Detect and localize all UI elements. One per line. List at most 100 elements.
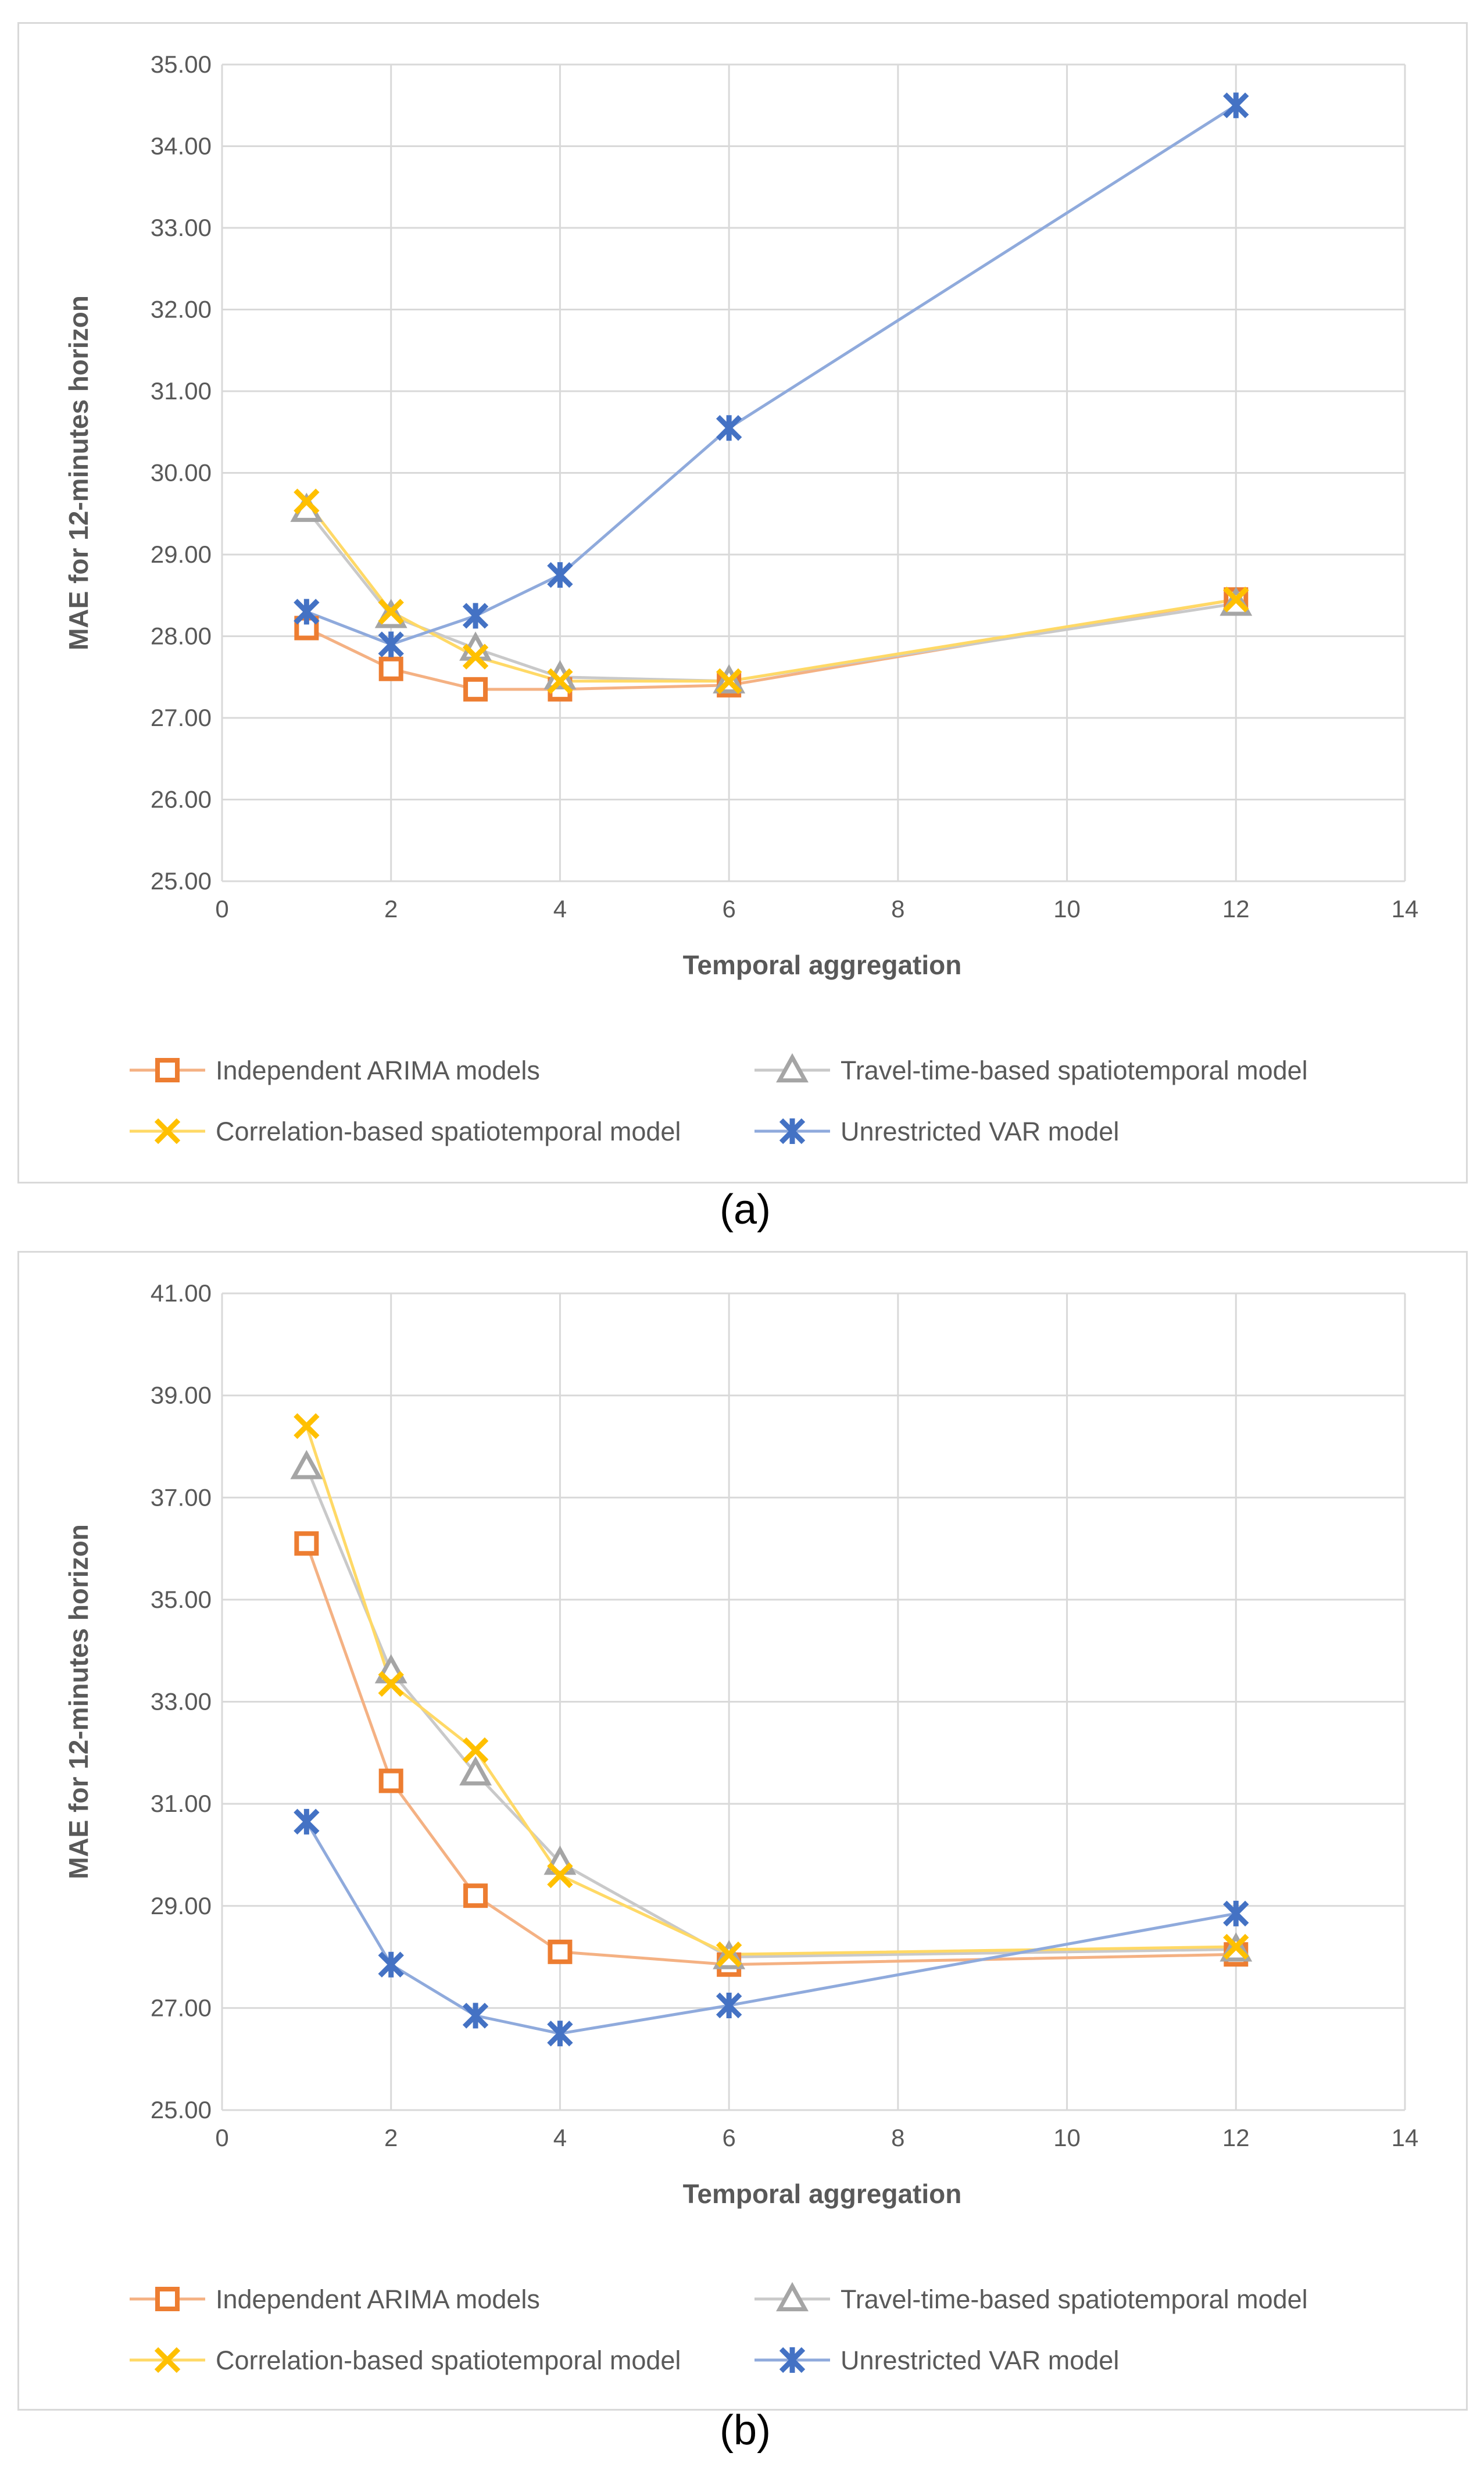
chart-panel-b: 25.00 27.00 29.00 31.00 33.00 35.00 37.00 39.00… — [17, 1251, 1468, 2411]
data-point — [378, 1671, 404, 1697]
data-point — [1223, 587, 1249, 613]
x-tick-label: 2 — [384, 895, 398, 923]
y-tick-label: 41.00 — [151, 1279, 212, 1307]
x-tick-label: 4 — [553, 2124, 567, 2151]
series-line-independent-arima-models — [305, 1543, 1236, 1967]
legend-label: Travel-time-based spatiotemporal model — [841, 1056, 1308, 1085]
data-point — [294, 488, 320, 514]
series-points-correlation-based-spatiotemporal-model — [294, 1413, 1249, 1968]
data-point — [716, 1992, 742, 2019]
series-line-correlation-based-spatiotemporal-model — [305, 1425, 1236, 1956]
y-tick-label: 25.00 — [151, 867, 212, 895]
caption-b: (b) — [720, 2407, 771, 2454]
x-tick-label: 14 — [1392, 895, 1419, 923]
y-tick-label: 35.00 — [151, 1586, 212, 1613]
data-point — [547, 1862, 573, 1889]
data-point — [462, 643, 489, 670]
legend-item-correlation-based-spatiotemporal-model: Correlation-based spatiotemporal model — [130, 2346, 681, 2375]
legend-label: Travel-time-based spatiotemporal model — [841, 2284, 1308, 2314]
y-tick-label: 32.00 — [151, 296, 212, 323]
x-tick-label: 6 — [722, 2124, 735, 2151]
series-points-travel-time-based-spatiotemporal-model — [290, 492, 1253, 693]
data-point — [547, 2021, 573, 2047]
legend-item-independent-arima-models: Independent ARIMA models — [130, 2284, 540, 2314]
data-point — [716, 1941, 742, 1968]
legend-item-travel-time-based-spatiotemporal-model: Travel-time-based spatiotemporal model — [754, 2282, 1308, 2314]
legend: Independent ARIMA models Travel-time-base… — [130, 1053, 1308, 1146]
chart-a-svg: 25.00 26.00 27.00 28.00 29.00 30.00 31.00 32.00… — [63, 51, 1419, 1146]
series-points-unrestricted-var-model — [294, 1808, 1249, 2047]
x-tick-label: 8 — [891, 895, 904, 923]
y-tick-label: 35.00 — [151, 51, 212, 78]
x-tick-label: 12 — [1222, 895, 1250, 923]
x-tick-label: 14 — [1392, 2124, 1419, 2151]
legend-marker — [154, 1118, 181, 1145]
legend-marker — [779, 2347, 806, 2373]
data-point — [547, 668, 573, 694]
legend-item-travel-time-based-spatiotemporal-model: Travel-time-based spatiotemporal model — [754, 1053, 1308, 1085]
legend-marker — [155, 2287, 180, 2311]
series-points-correlation-based-spatiotemporal-model — [294, 488, 1249, 694]
gridlines — [221, 63, 1406, 882]
data-point — [378, 1768, 403, 1793]
data-point — [1223, 1933, 1249, 1960]
series-line-unrestricted-var-model — [305, 1821, 1236, 2035]
data-point — [378, 656, 403, 681]
data-point — [294, 1531, 319, 1556]
data-point — [716, 415, 742, 441]
data-point — [290, 1450, 323, 1479]
y-tick-label: 33.00 — [151, 214, 212, 241]
legend-marker — [776, 2282, 809, 2312]
y-axis-title: MAE for 12-minutes horizon — [63, 295, 94, 650]
data-point — [294, 1413, 320, 1439]
legend-item-independent-arima-models: Independent ARIMA models — [130, 1056, 540, 1085]
legend-marker — [776, 1053, 809, 1083]
legend-marker — [154, 2347, 181, 2373]
data-point — [378, 1951, 404, 1978]
legend-label: Unrestricted VAR model — [841, 2346, 1119, 2375]
y-tick-label: 27.00 — [151, 704, 212, 731]
series-line-travel-time-based-spatiotemporal-model — [305, 1466, 1236, 1959]
y-tick-label: 31.00 — [151, 1790, 212, 1817]
data-point — [378, 631, 404, 657]
series-line-unrestricted-var-model — [306, 104, 1237, 646]
y-axis-title: MAE for 12-minutes horizon — [63, 1524, 94, 1879]
y-tick-label: 27.00 — [151, 1994, 212, 2021]
y-tick-label: 39.00 — [151, 1382, 212, 1409]
legend: Independent ARIMA models Travel-time-base… — [130, 2282, 1308, 2375]
data-point — [463, 677, 488, 702]
gridlines — [221, 1292, 1406, 2111]
data-point — [716, 668, 742, 694]
y-tick-label: 34.00 — [151, 133, 212, 160]
series-points-independent-arima-models — [294, 1531, 1249, 1977]
y-tick-label: 33.00 — [151, 1688, 212, 1715]
data-point — [378, 599, 404, 625]
data-point — [294, 599, 320, 625]
legend-item-unrestricted-var-model: Unrestricted VAR model — [754, 2346, 1119, 2375]
series-points-travel-time-based-spatiotemporal-model — [290, 1450, 1253, 1969]
legend-label: Independent ARIMA models — [216, 1056, 540, 1085]
data-point — [462, 2003, 489, 2029]
data-point — [463, 1883, 488, 1908]
caption-a: (a) — [720, 1186, 771, 1233]
y-tick-label: 29.00 — [151, 1892, 212, 1919]
legend-label: Correlation-based spatiotemporal model — [216, 2346, 681, 2375]
x-tick-label: 8 — [891, 2124, 904, 2151]
legend-item-unrestricted-var-model: Unrestricted VAR model — [754, 1117, 1119, 1146]
series-line-correlation-based-spatiotemporal-model — [305, 500, 1236, 683]
legend-label: Correlation-based spatiotemporal model — [216, 1117, 681, 1146]
data-point — [294, 1808, 320, 1835]
x-tick-label: 0 — [215, 2124, 228, 2151]
legend-label: Unrestricted VAR model — [841, 1117, 1119, 1146]
y-tick-label: 28.00 — [151, 623, 212, 650]
data-point — [459, 1756, 492, 1786]
data-point — [1223, 92, 1249, 119]
series-line-independent-arima-models — [306, 598, 1236, 691]
data-point — [547, 562, 573, 588]
data-point — [462, 1737, 489, 1764]
data-point — [462, 603, 489, 629]
x-tick-label: 2 — [384, 2124, 398, 2151]
y-tick-label: 37.00 — [151, 1483, 212, 1511]
x-tick-label: 6 — [722, 895, 735, 923]
legend-marker — [155, 1058, 180, 1082]
